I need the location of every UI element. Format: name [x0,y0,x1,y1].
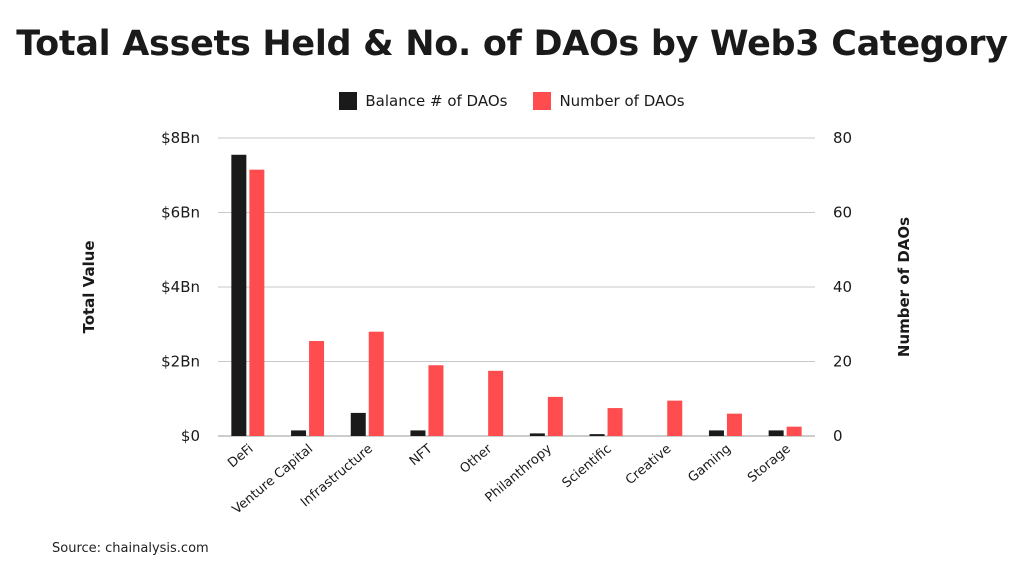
y-tick-label: $4Bn [161,278,200,296]
bar-number [488,370,504,436]
y-tick-label: $6Bn [161,204,200,222]
bar-number [726,413,742,436]
x-tick-label: NFT [407,442,436,470]
bar-number [607,408,623,436]
bar-balance [410,430,426,436]
y-tick-label: $0 [181,427,200,445]
x-tick-label: Other [457,441,495,477]
x-tick-label: DeFi [225,442,256,472]
bar-number [249,169,265,436]
legend-item-balance: Balance # of DAOs [339,92,507,110]
bar-balance [768,430,784,436]
bar-number [428,365,444,436]
bar-number [667,400,683,436]
y-tick-label: $2Bn [161,353,200,371]
bar-number [368,331,384,436]
bar-balance [708,430,724,436]
bar-balance [350,412,366,436]
x-tick-label: Creative [623,442,674,489]
y2-tick-label: 40 [833,278,852,296]
y2-axis-title: Number of DAOs [895,217,913,357]
legend: Balance # of DAOs Number of DAOs [0,92,1024,110]
legend-swatch-number [533,92,552,110]
bar-balance [231,154,247,436]
bar-balance [589,434,605,436]
y-axis-title: Total Value [80,240,98,333]
x-tick-label: Scientific [560,442,615,492]
y2-tick-label: 80 [833,129,852,147]
y2-tick-label: 20 [833,353,852,371]
legend-swatch-balance [339,92,358,110]
y2-tick-label: 0 [833,427,843,445]
legend-item-number: Number of DAOs [533,92,685,110]
bar-balance [291,430,307,436]
bar-balance [529,433,545,436]
legend-label-number: Number of DAOs [559,92,685,110]
y-tick-label: $8Bn [161,129,200,147]
x-tick-label: Storage [745,442,794,486]
source-note: Source: chainalysis.com [52,541,209,556]
bar-number [547,396,563,436]
chart-title: Total Assets Held & No. of DAOs by Web3 … [16,24,1008,64]
legend-label-balance: Balance # of DAOs [365,92,508,110]
bar-number [309,341,325,436]
x-tick-label: Gaming [685,442,734,486]
bar-number [786,426,802,436]
y2-tick-label: 60 [833,204,852,222]
